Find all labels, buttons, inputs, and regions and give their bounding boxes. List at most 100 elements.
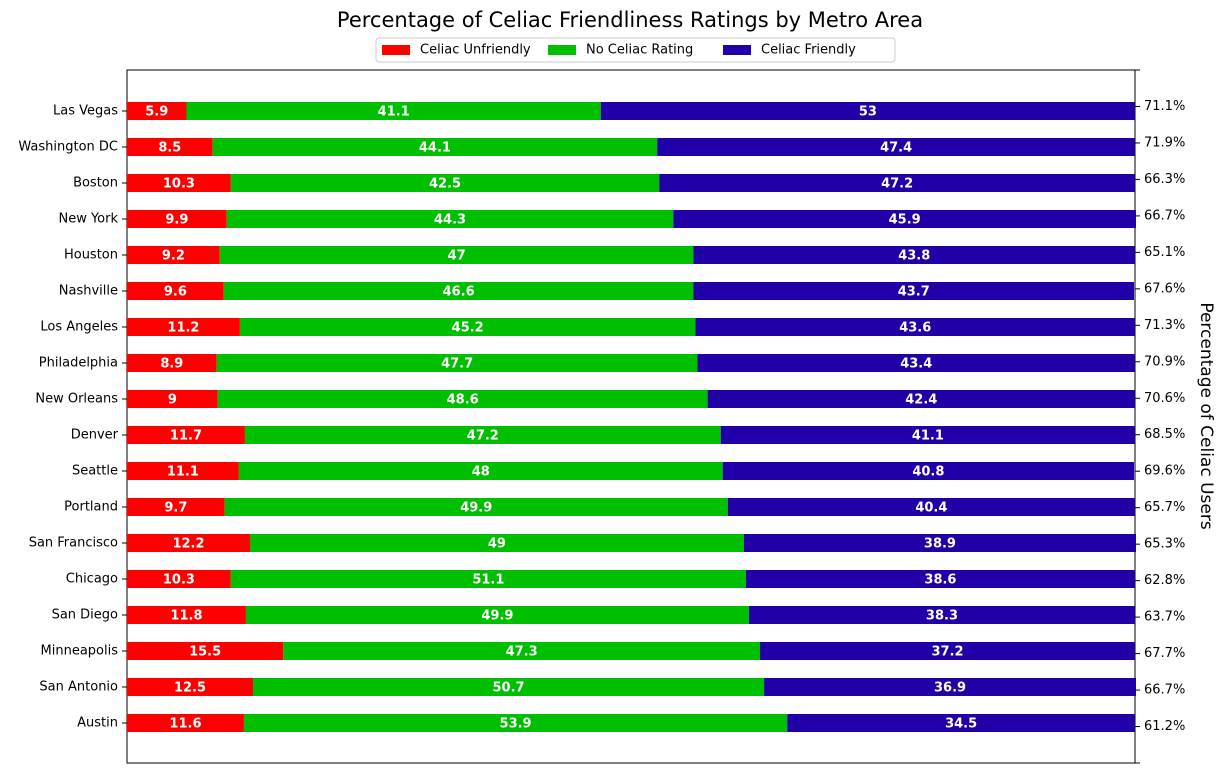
bar-segment [727,498,1135,516]
value-label: 45.9 [889,213,921,228]
y2-tick-label: 67.7% [1144,646,1185,661]
bar-segment [659,174,1135,192]
value-label: 47.2 [467,429,499,444]
y-tick-label: Chicago [66,572,118,587]
y-tick-label: Boston [73,176,118,191]
value-label: 8.5 [158,141,181,156]
bar-segment [127,318,240,336]
y2-tick-label: 65.7% [1144,500,1185,515]
value-label: 9.6 [164,285,187,300]
bar-segment [127,606,246,624]
y-tick-label: Philadelphia [39,356,118,371]
value-label: 8.9 [160,357,183,372]
value-label: 47.2 [881,177,913,192]
value-label: 49 [488,537,506,552]
bar-segment [230,570,746,588]
bar-segment [127,642,284,660]
bar-segment [693,246,1135,264]
value-label: 12.2 [172,537,204,552]
bar-segment [127,462,239,480]
value-label: 11.1 [167,465,199,480]
value-label: 9.2 [162,249,185,264]
legend-swatch [723,45,751,55]
bar-segment [787,714,1135,732]
legend-swatch [382,45,410,55]
bar-segment [253,678,765,696]
y-tick-label: San Antonio [39,680,118,695]
bar-segment [127,102,187,120]
y2-tick-label: 63.7% [1144,610,1185,625]
y-tick-label: San Francisco [29,536,118,551]
value-label: 38.6 [924,573,956,588]
value-label: 46.6 [443,285,475,300]
value-label: 15.5 [189,645,221,660]
value-label: 43.8 [898,249,930,264]
value-label: 50.7 [492,681,524,696]
bar-segment [693,282,1134,300]
y2-tick-label: 68.5% [1144,427,1185,442]
y2-tick-label: 65.3% [1144,537,1185,552]
value-label: 44.1 [419,141,451,156]
bar-segment [760,642,1135,660]
bar-segment [212,138,658,156]
y2-tick-label: 61.2% [1144,719,1185,734]
y-tick-label: Seattle [72,464,118,479]
bar-segment [764,678,1137,696]
value-label: 41.1 [378,105,410,120]
value-label: 49.9 [460,501,492,516]
y-tick-label: Portland [64,500,118,515]
y2-tick-label: 71.9% [1144,135,1185,150]
bar-segment [127,390,218,408]
legend-swatch [548,45,576,55]
bar-segment [127,534,250,552]
bar-segment [673,210,1137,228]
value-label: 9.7 [164,501,187,516]
y-tick-label: Nashville [59,284,118,299]
value-label: 45.2 [452,321,484,336]
bar-segment [127,246,220,264]
value-label: 42.4 [905,393,937,408]
bar-segment [127,714,244,732]
value-label: 9 [168,393,177,408]
bar-segment [722,462,1134,480]
value-label: 5.9 [145,105,168,120]
plot-frame [126,69,1136,764]
value-label: 36.9 [934,681,966,696]
legend-label: No Celiac Rating [586,43,693,58]
bar-segment [245,606,749,624]
y2-tick-label: 65.1% [1144,245,1185,260]
value-label: 43.6 [899,321,931,336]
value-label: 11.2 [167,321,199,336]
value-label: 47.7 [441,357,473,372]
y2-axis-label: Percentage of Celiac Users [1196,302,1216,530]
y-tick-label: Minneapolis [41,644,119,659]
y2-tick-label: 69.6% [1144,464,1185,479]
bar-segment [127,678,253,696]
y2-tick-label: 66.3% [1144,172,1185,187]
bar-segment [745,570,1135,588]
bar-segment [216,354,698,372]
bar-segment [743,534,1137,552]
value-label: 53 [859,105,877,120]
value-label: 10.3 [163,177,195,192]
y-tick-label: New Orleans [35,392,118,407]
value-label: 11.7 [170,429,202,444]
legend-label: Celiac Friendly [761,43,856,58]
bar-segment [186,102,601,120]
value-label: 10.3 [163,573,195,588]
bar-segment [224,498,728,516]
bar-segment [748,606,1135,624]
bar-segment [217,390,708,408]
value-label: 43.7 [898,285,930,300]
value-label: 37.2 [931,645,963,660]
bar-segment [657,138,1135,156]
y-tick-label: San Diego [52,608,118,623]
bar-segment [127,354,217,372]
chart-title: Percentage of Celiac Friendliness Rating… [337,8,923,32]
y-tick-label: Las Vegas [53,104,118,119]
value-label: 9.9 [165,213,188,228]
y-tick-label: Denver [71,428,119,443]
value-label: 48 [472,465,490,480]
y-tick-label: Houston [64,248,118,263]
bar-segment [127,282,224,300]
